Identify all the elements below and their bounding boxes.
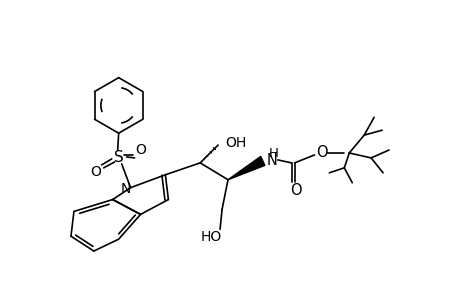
Text: O: O [135,143,146,157]
Polygon shape [228,156,264,180]
Text: OH: OH [224,136,246,150]
Text: O: O [315,146,326,160]
Text: N: N [120,182,130,196]
Text: O: O [90,165,101,179]
Text: N: N [266,153,277,168]
Text: O: O [289,183,301,198]
Text: S: S [113,150,123,165]
Text: HO: HO [200,230,221,244]
Text: H: H [268,148,278,160]
